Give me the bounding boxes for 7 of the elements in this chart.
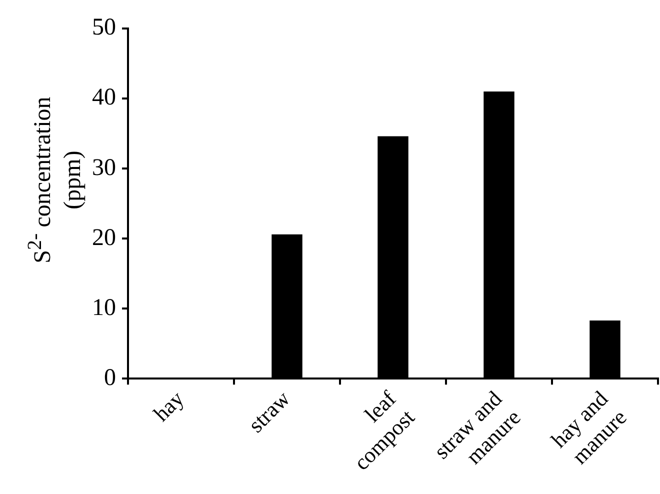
y-tick-label: 40 bbox=[92, 84, 116, 111]
y-tick-label: 0 bbox=[104, 364, 116, 391]
y-tick-label: 50 bbox=[92, 14, 116, 41]
y-tick-label: 10 bbox=[92, 294, 116, 321]
y-tick-label: 20 bbox=[92, 224, 116, 251]
y-tick-label: 30 bbox=[92, 154, 116, 181]
x-tick-label: hay bbox=[148, 386, 189, 426]
